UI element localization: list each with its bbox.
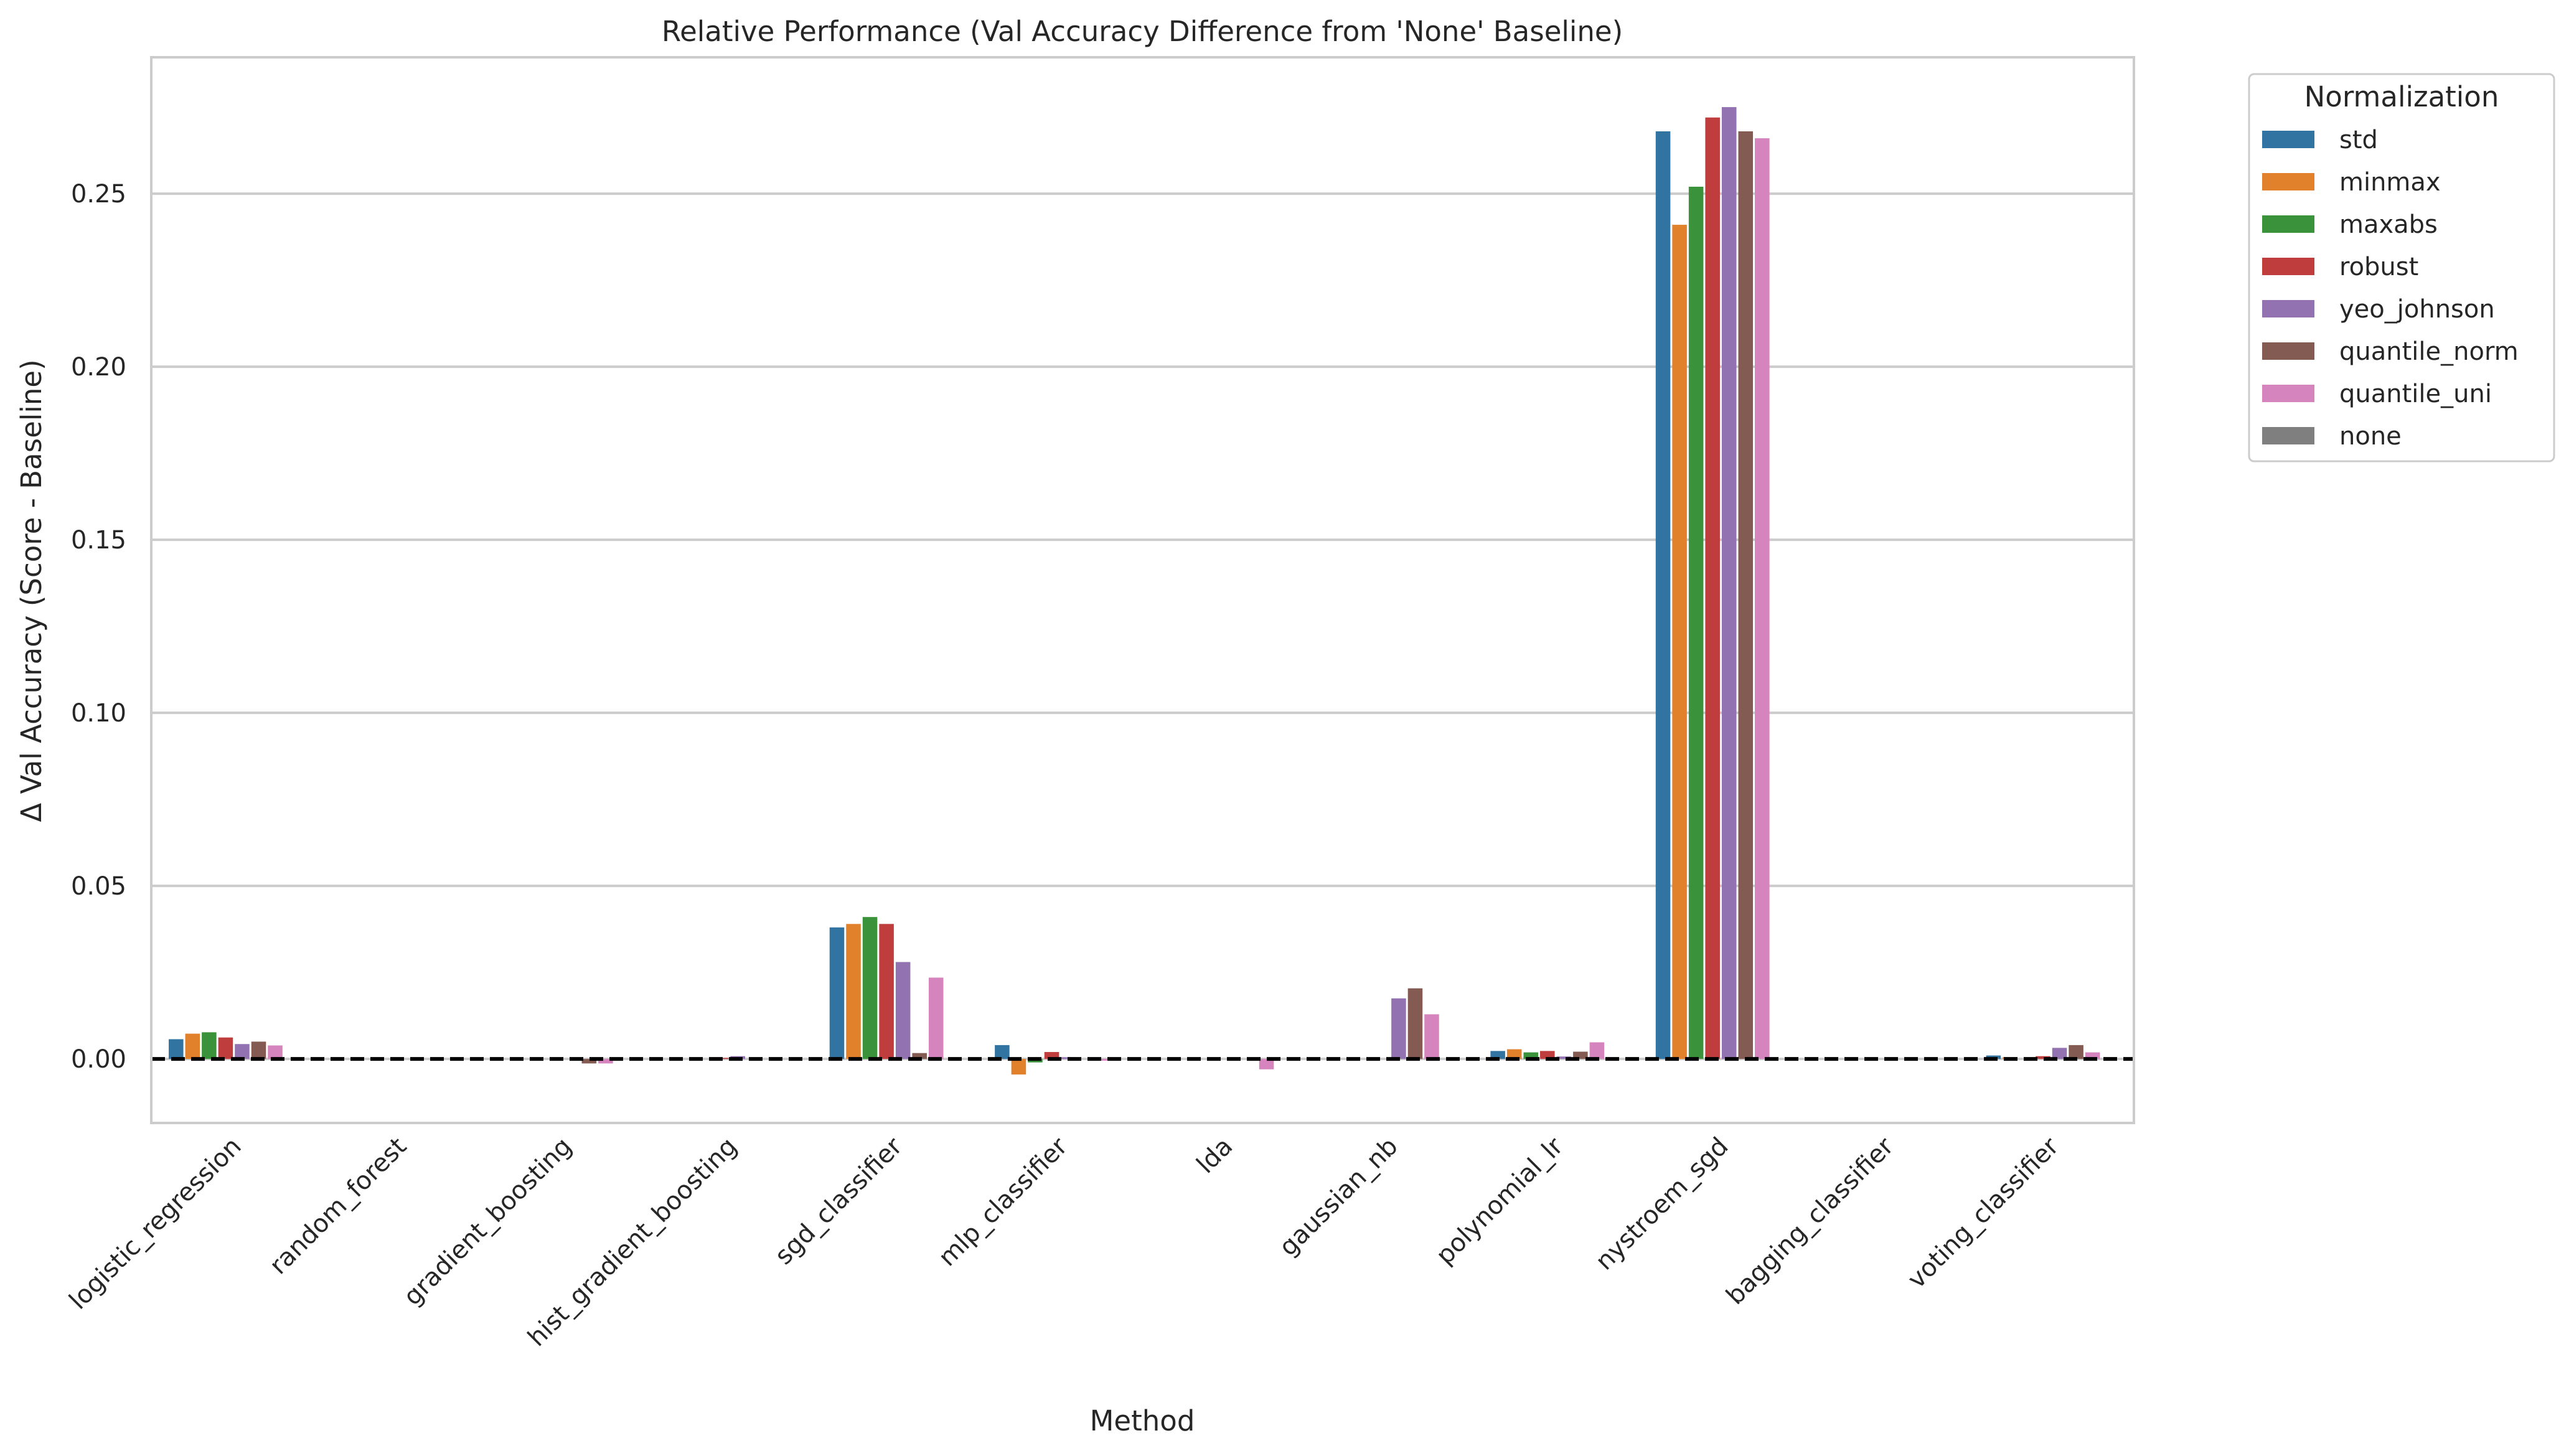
bar-yeo_johnson (1391, 998, 1406, 1059)
bar-quantile_uni (598, 1059, 613, 1064)
legend-label: std (2339, 126, 2378, 154)
bar-std (169, 1039, 184, 1059)
gridlines (151, 192, 2134, 1061)
bar-quantile_norm (1738, 131, 1754, 1059)
bar-quantile_uni (1424, 1014, 1439, 1059)
x-tick-label: random_forest (264, 1132, 412, 1280)
bar-quantile_uni (928, 977, 944, 1059)
bar-quantile_uni (1755, 138, 1770, 1059)
x-axis-label: Method (1090, 1404, 1195, 1437)
legend-swatch-maxabs (2262, 215, 2314, 233)
x-tick-label: gaussian_nb (1274, 1132, 1403, 1262)
x-tick-label: polynomial_lr (1430, 1132, 1569, 1270)
bar-quantile_norm (1407, 988, 1423, 1059)
legend-label: robust (2339, 253, 2418, 281)
legend-swatch-yeo_johnson (2262, 300, 2314, 317)
bar-quantile_norm (1573, 1051, 1588, 1059)
bar-maxabs (1688, 186, 1704, 1059)
legend-swatch-minmax (2262, 173, 2314, 190)
legend-label: minmax (2339, 168, 2441, 197)
bar-quantile_uni (1589, 1042, 1605, 1059)
bar-quantile_uni (1094, 1059, 1109, 1061)
x-tick-label: lda (1191, 1132, 1239, 1180)
bar-std (829, 927, 845, 1059)
bar-minmax (1672, 225, 1687, 1059)
bars (169, 107, 2100, 1075)
bar-maxabs (1523, 1052, 1538, 1059)
bar-minmax (1011, 1059, 1026, 1075)
bar-quantile_uni (268, 1045, 283, 1059)
bar-quantile_uni (1259, 1059, 1274, 1069)
bar-robust (2036, 1056, 2050, 1059)
legend-label: yeo_johnson (2339, 295, 2495, 324)
x-tick-label: logistic_regression (64, 1132, 247, 1315)
y-tick-labels: 0.00 0.05 0.10 0.15 0.20 0.25 (71, 180, 126, 1074)
y-tick-label: 0.00 (71, 1045, 126, 1074)
bar-robust (1705, 117, 1720, 1059)
y-tick-label: 0.05 (71, 872, 126, 901)
bar-quantile_norm (912, 1053, 927, 1059)
y-tick-label: 0.10 (71, 699, 126, 728)
legend-swatch-std (2262, 131, 2314, 148)
bar-quantile_uni (2085, 1052, 2100, 1059)
bar-std (995, 1045, 1010, 1059)
legend-title: Normalization (2304, 80, 2499, 113)
bar-robust (879, 924, 894, 1059)
legend-label: quantile_norm (2339, 337, 2519, 366)
bar-quantile_norm (581, 1059, 597, 1064)
bar-robust (1540, 1051, 1555, 1059)
legend-label: quantile_uni (2339, 380, 2492, 408)
y-tick-label: 0.15 (71, 526, 126, 555)
x-tick-label: sgd_classifier (769, 1132, 908, 1270)
y-axis-label: Δ Val Accuracy (Score - Baseline) (15, 359, 48, 822)
x-tick-label: gradient_boosting (398, 1132, 578, 1312)
bar-maxabs (862, 917, 878, 1059)
x-tick-label: mlp_classifier (933, 1132, 1073, 1272)
bar-maxabs (202, 1032, 217, 1059)
bar-quantile_norm (251, 1041, 266, 1059)
bar-yeo_johnson (235, 1044, 250, 1059)
y-tick-label: 0.25 (71, 180, 126, 209)
legend-swatch-robust (2262, 258, 2314, 275)
legend-swatch-quantile_norm (2262, 342, 2314, 360)
legend-label: maxabs (2339, 210, 2438, 239)
plot-frame (150, 56, 2135, 1124)
bar-yeo_johnson (895, 962, 911, 1059)
legend-box (2248, 73, 2555, 463)
bar-minmax (1506, 1049, 1522, 1059)
bar-std (1655, 131, 1671, 1059)
bar-minmax (185, 1033, 200, 1059)
bar-minmax (846, 924, 861, 1059)
bar-robust (1044, 1052, 1059, 1059)
bar-yeo_johnson (1556, 1056, 1572, 1059)
bar-yeo_johnson (2052, 1048, 2067, 1059)
bar-robust (218, 1037, 233, 1059)
legend-swatch-none (2262, 427, 2314, 444)
x-tick-label: voting_classifier (1902, 1132, 2065, 1294)
x-tick-label: nystroem_sgd (1590, 1132, 1734, 1276)
legend: Normalization std minmax maxabs robust yeo_j… (2248, 73, 2555, 463)
bar-std (1490, 1051, 1505, 1059)
legend-label: none (2339, 422, 2402, 451)
y-tick-label: 0.20 (71, 353, 126, 382)
bar-yeo_johnson (1721, 107, 1737, 1059)
x-tick-labels: logistic_regression random_forestgradient… (64, 1132, 2065, 1352)
bar-quantile_norm (2069, 1045, 2083, 1059)
x-tick-label: bagging_classifier (1721, 1132, 1899, 1310)
chart-title: Relative Performance (Val Accuracy Diffe… (662, 15, 1623, 48)
legend-swatch-quantile_uni (2262, 385, 2314, 402)
